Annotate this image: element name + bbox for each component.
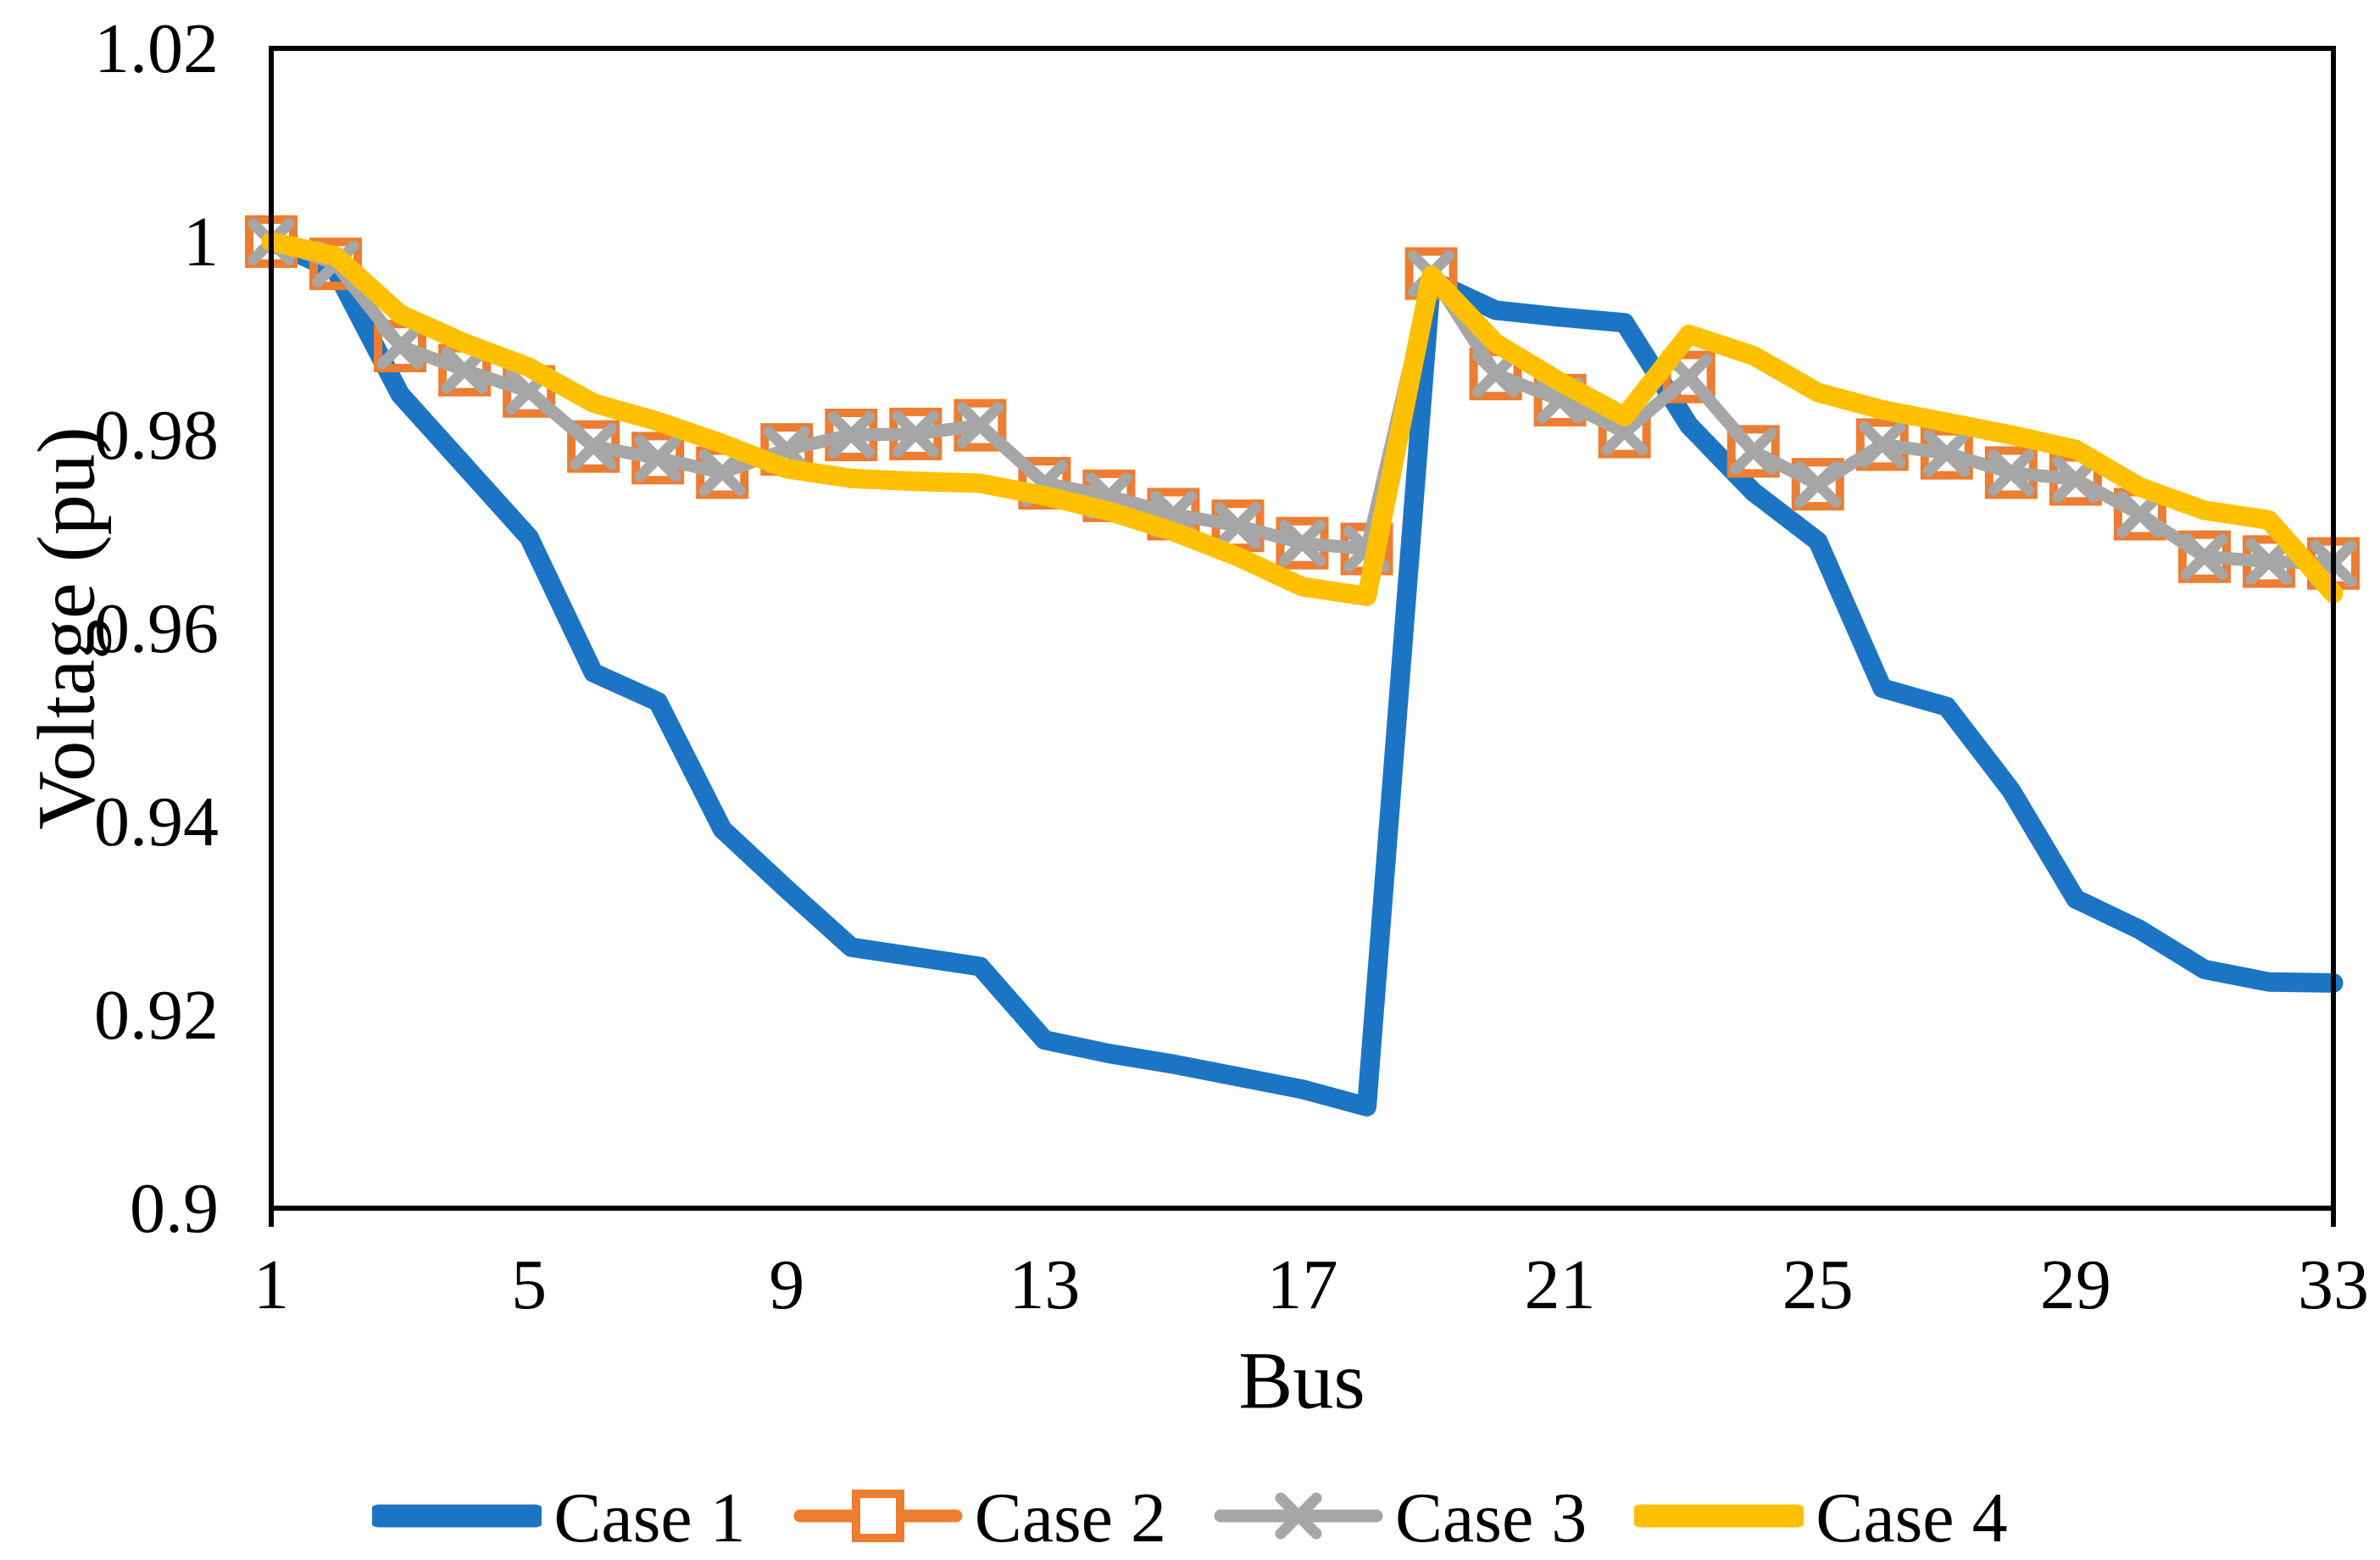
x-marker [634,434,681,482]
series-line-case-1 [261,231,2344,1117]
y-axis-tick-label: 0.92 [94,976,219,1055]
x-marker [376,322,424,370]
x-axis-tick-label: 1 [253,1245,289,1324]
x-marker [1730,427,1777,475]
legend-label-case-1: Case 1 [553,1479,746,1557]
x-axis-title: Bus [1238,1334,1365,1426]
x-marker [1665,354,1713,401]
case-2-square-marker-swatch [793,1484,963,1552]
y-axis-tick-label: 0.94 [94,783,219,861]
x-marker [1214,502,1261,549]
x-axis-tick-label: 25 [1782,1245,1854,1324]
x-marker [1988,448,2035,496]
legend-label-case-2: Case 2 [974,1479,1166,1557]
x-marker [2116,490,2164,538]
x-marker [698,448,746,496]
y-axis-tick-label: 0.9 [130,1169,219,1248]
x-axis-tick-label: 9 [769,1245,804,1324]
y-axis-tick-label: 0.96 [94,589,219,668]
x-marker [1279,520,1326,567]
plot-border [269,46,2336,1211]
legend-item-case-4: Case 4 [1629,1477,2008,1559]
x-marker [1859,421,1906,468]
y-axis-tick-label: 0.98 [94,396,219,475]
x-marker [1472,350,1520,398]
x-marker [441,347,488,394]
x-axis-tick-label: 5 [511,1245,547,1324]
x-marker [892,410,939,458]
case-3-x-marker-swatch [1214,1484,1383,1552]
case-1-line-swatch [367,1484,547,1552]
legend-item-case-1: Case 1 [367,1477,746,1559]
legend: Case 1 Case 2 Case 3 Case 4 [0,1477,2380,1559]
x-axis-tick-label: 17 [1267,1245,1338,1324]
legend-label-case-4: Case 4 [1816,1479,2008,1557]
legend-item-case-2: Case 2 [793,1477,1166,1559]
x-marker [2181,533,2228,581]
x-marker [2245,538,2293,585]
x-axis-tick-label: 21 [1525,1245,1596,1324]
x-marker [1601,409,1649,456]
square-marker [1791,458,1844,511]
x-axis-tick-label: 13 [1009,1245,1080,1324]
y-axis-tick-label: 1 [183,203,219,281]
case-4-line-swatch [1629,1484,1809,1552]
x-axis-tick-label: 29 [2040,1245,2111,1324]
x-axis-tick-label: 33 [2298,1245,2369,1324]
y-axis-tick-label: 1.02 [94,9,219,88]
legend-item-case-3: Case 3 [1214,1477,1587,1559]
legend-label-case-3: Case 3 [1395,1479,1588,1557]
x-marker [956,402,1004,449]
series-line-case-4 [261,231,2344,606]
square-marker [1727,425,1780,478]
x-marker [1794,460,1842,508]
y-axis-title: Voltage (pu) [20,426,112,830]
x-marker [570,423,617,471]
x-marker [827,411,875,459]
x-marker [1923,430,1971,477]
